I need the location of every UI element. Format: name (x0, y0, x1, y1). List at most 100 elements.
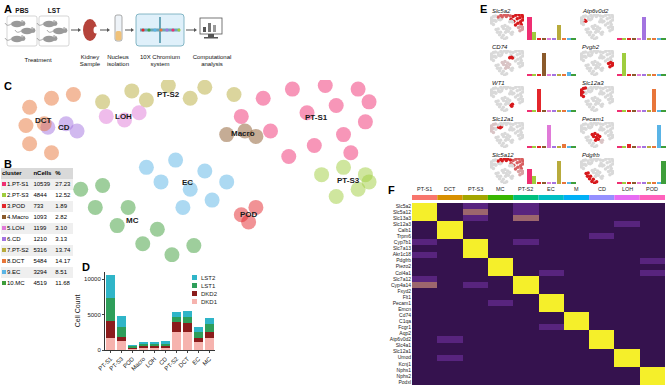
svg-text:CD74: CD74 (492, 44, 508, 50)
svg-text:Pdgfrb: Pdgfrb (582, 152, 600, 158)
html-text:cluster: cluster (2, 170, 22, 176)
svg-text:POD: POD (122, 355, 136, 369)
svg-text:Nphs2: Nphs2 (397, 373, 412, 379)
svg-text:Nucleus: Nucleus (107, 54, 129, 60)
svg-text:LOH: LOH (115, 112, 132, 121)
svg-text:F: F (388, 184, 395, 196)
svg-text:Piezo2: Piezo2 (396, 263, 412, 269)
html-text:nCells: nCells (33, 170, 52, 176)
svg-text:A: A (4, 3, 12, 15)
svg-text:Col4a1: Col4a1 (395, 270, 411, 276)
svg-text:Akr1c18: Akr1c18 (393, 251, 412, 257)
svg-text:Kidney: Kidney (81, 54, 99, 60)
svg-text:POD: POD (646, 186, 658, 192)
svg-text:LOH: LOH (144, 356, 157, 369)
html-text:1.PT-S1: 1.PT-S1 (7, 181, 29, 187)
svg-text:EC: EC (182, 178, 193, 187)
svg-text:10000: 10000 (84, 276, 101, 282)
svg-text:PT-S2: PT-S2 (163, 355, 180, 372)
svg-text:Atp6v0d2: Atp6v0d2 (582, 8, 609, 14)
svg-text:E: E (480, 3, 487, 15)
svg-text:Fcgr1: Fcgr1 (398, 324, 411, 330)
svg-text:Pvgb2: Pvgb2 (582, 44, 600, 50)
svg-text:Macro: Macro (130, 355, 146, 371)
svg-text:DCT: DCT (177, 356, 190, 369)
svg-text:Slc12a1: Slc12a1 (393, 348, 411, 354)
svg-text:Sample: Sample (80, 61, 101, 67)
svg-text:Slc4a1: Slc4a1 (396, 342, 412, 348)
svg-text:PT-S1: PT-S1 (417, 186, 432, 192)
svg-text:C: C (4, 80, 12, 92)
html-text:27.23: 27.23 (55, 181, 71, 187)
svg-text:LST1: LST1 (201, 283, 216, 289)
svg-text:B: B (4, 158, 12, 170)
svg-text:Slc5a2: Slc5a2 (492, 8, 511, 14)
svg-text:DCT: DCT (35, 116, 52, 125)
svg-text:LOH: LOH (622, 186, 633, 192)
svg-text:Slc7a12: Slc7a12 (393, 276, 411, 282)
svg-text:5000: 5000 (87, 312, 101, 318)
svg-text:Computational: Computational (193, 54, 232, 60)
svg-text:Pecam1: Pecam1 (393, 300, 412, 306)
svg-text:Umod: Umod (398, 354, 412, 360)
svg-text:Slc5a12: Slc5a12 (492, 152, 514, 158)
svg-text:DKD2: DKD2 (201, 291, 218, 297)
html-text:10539: 10539 (33, 181, 51, 187)
svg-text:Slc13a3: Slc13a3 (393, 215, 411, 221)
svg-text:Slc7a13: Slc7a13 (393, 245, 411, 251)
svg-text:Cyp4a14: Cyp4a14 (391, 282, 411, 288)
svg-text:Pecam1: Pecam1 (582, 116, 604, 122)
svg-text:Cyp7b1: Cyp7b1 (394, 239, 411, 245)
svg-text:DCT: DCT (444, 186, 456, 192)
svg-text:Slc5a12: Slc5a12 (393, 209, 411, 215)
svg-text:Emcn: Emcn (398, 306, 411, 312)
svg-text:PT-S1: PT-S1 (97, 355, 114, 372)
svg-text:10X Chromium: 10X Chromium (140, 54, 180, 60)
svg-text:CD: CD (58, 123, 70, 132)
svg-text:D: D (82, 261, 90, 273)
svg-text:Pdgfrb: Pdgfrb (396, 257, 411, 263)
svg-text:DKD1: DKD1 (201, 299, 218, 305)
svg-text:MC: MC (126, 216, 139, 225)
svg-text:0: 0 (97, 347, 101, 353)
svg-text:Podxl: Podxl (398, 379, 411, 385)
svg-text:system: system (150, 61, 169, 67)
svg-text:CD: CD (598, 186, 606, 192)
svg-text:isolation: isolation (107, 61, 129, 67)
svg-text:PT-S3: PT-S3 (468, 186, 483, 192)
svg-text:PT-S3: PT-S3 (337, 176, 360, 185)
svg-text:Calb1: Calb1 (398, 227, 411, 233)
svg-text:MC: MC (496, 186, 505, 192)
svg-text:PT-S3: PT-S3 (108, 355, 125, 372)
svg-text:Treatment: Treatment (24, 57, 51, 63)
svg-text:MC: MC (201, 355, 212, 366)
svg-text:EC: EC (547, 186, 555, 192)
svg-text:Fxyd2: Fxyd2 (397, 288, 411, 294)
svg-text:LST: LST (48, 7, 60, 14)
svg-text:Slc12a3: Slc12a3 (582, 80, 604, 86)
svg-text:Atp6v0d2: Atp6v0d2 (390, 336, 411, 342)
svg-text:Kcnj1: Kcnj1 (398, 361, 411, 367)
svg-text:Flt1: Flt1 (403, 294, 412, 300)
svg-text:Trpm6: Trpm6 (397, 233, 411, 239)
svg-text:Slc5a2: Slc5a2 (396, 203, 412, 209)
svg-text:Nphs1: Nphs1 (397, 367, 412, 373)
svg-text:PT-S1: PT-S1 (305, 113, 328, 122)
svg-text:analysis: analysis (201, 61, 223, 67)
svg-text:CD: CD (158, 355, 169, 366)
svg-text:Slc12a3: Slc12a3 (393, 221, 411, 227)
svg-text:Cd74: Cd74 (399, 312, 411, 318)
svg-text:Slc12a1: Slc12a1 (492, 116, 514, 122)
svg-text:M: M (574, 186, 579, 192)
svg-text:EC: EC (191, 355, 202, 366)
svg-text:PBS: PBS (15, 7, 29, 14)
svg-text:Aqp2: Aqp2 (399, 330, 411, 336)
svg-text:PT-S2: PT-S2 (518, 186, 533, 192)
svg-text:WT1: WT1 (492, 80, 505, 86)
svg-text:POD: POD (240, 210, 258, 219)
svg-text:Macro: Macro (231, 129, 255, 138)
svg-text:C1qa: C1qa (399, 318, 411, 324)
svg-text:LST2: LST2 (201, 275, 216, 281)
svg-text:Cell Count: Cell Count (74, 295, 81, 328)
svg-text:PT-S2: PT-S2 (157, 90, 180, 99)
